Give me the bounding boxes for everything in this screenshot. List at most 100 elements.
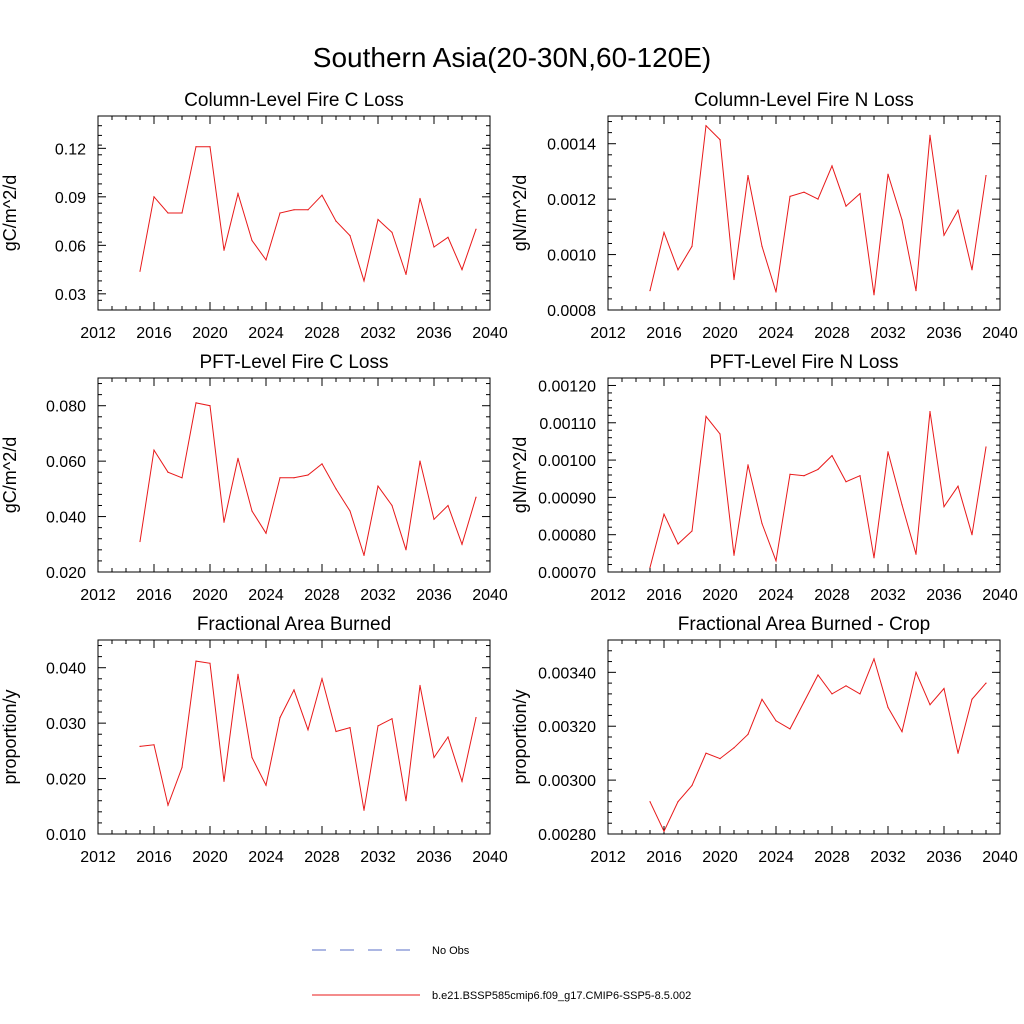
data-point bbox=[943, 234, 945, 236]
data-point bbox=[663, 231, 665, 233]
data-point bbox=[223, 249, 225, 251]
x-tick-label: 2024 bbox=[248, 325, 284, 342]
x-tick-label: 2020 bbox=[192, 849, 228, 866]
data-point bbox=[691, 530, 693, 532]
data-point bbox=[845, 205, 847, 207]
chart-panel-4: 2012 2016 2020 2024 2028 2032 2036 2040 0.00070 0… bbox=[510, 352, 1018, 604]
data-point bbox=[237, 457, 239, 459]
data-point bbox=[223, 780, 225, 782]
data-point bbox=[349, 235, 351, 237]
y-tick-label: 0.00120 bbox=[538, 378, 596, 395]
x-tick-label: 2020 bbox=[192, 587, 228, 604]
data-point bbox=[195, 660, 197, 662]
data-point bbox=[405, 800, 407, 802]
x-tick-label: 2012 bbox=[80, 325, 116, 342]
y-axis-label: proportion/y bbox=[0, 689, 20, 784]
data-point bbox=[293, 477, 295, 479]
data-point bbox=[929, 704, 931, 706]
data-point bbox=[349, 510, 351, 512]
data-point bbox=[761, 698, 763, 700]
series-line bbox=[139, 660, 477, 811]
plot-frame bbox=[607, 377, 1001, 573]
panel-title: Column-Level Fire C Loss bbox=[184, 90, 404, 111]
y-axis-label: gN/m^2/d bbox=[510, 437, 530, 513]
x-tick-label: 2036 bbox=[416, 325, 452, 342]
data-point bbox=[195, 402, 197, 404]
data-point bbox=[377, 218, 379, 221]
data-point bbox=[649, 801, 651, 803]
data-point bbox=[971, 534, 973, 536]
y-axis-label: gC/m^2/d bbox=[0, 175, 20, 251]
data-point bbox=[775, 720, 777, 722]
data-point bbox=[209, 146, 211, 148]
data-point bbox=[293, 689, 295, 691]
data-point bbox=[943, 687, 945, 690]
data-point bbox=[761, 522, 763, 525]
data-point bbox=[307, 209, 309, 211]
y-axis-label: gN/m^2/d bbox=[510, 175, 530, 251]
y-tick-label: 0.020 bbox=[46, 772, 86, 789]
data-point bbox=[831, 693, 833, 695]
data-point bbox=[971, 698, 973, 700]
x-tick-label: 2024 bbox=[248, 849, 284, 866]
data-point bbox=[915, 671, 917, 673]
data-point bbox=[237, 193, 239, 195]
data-point bbox=[405, 549, 407, 551]
chart-panel-1: 2012 2016 2020 2024 2028 2032 2036 2040 0.03 0.06… bbox=[0, 90, 508, 342]
data-point bbox=[957, 209, 959, 211]
data-point bbox=[929, 411, 931, 413]
data-point bbox=[377, 725, 379, 727]
data-point bbox=[985, 446, 987, 448]
series-line bbox=[649, 411, 987, 568]
y-tick-label: 0.040 bbox=[46, 661, 86, 678]
x-tick-label: 2012 bbox=[80, 849, 116, 866]
y-axis-label: proportion/y bbox=[510, 689, 530, 784]
y-tick-label: 0.00070 bbox=[538, 565, 596, 582]
data-point bbox=[649, 566, 651, 569]
x-tick-label: 2028 bbox=[814, 587, 850, 604]
data-point bbox=[887, 451, 889, 453]
data-point bbox=[419, 684, 421, 687]
y-tick-label: 0.03 bbox=[55, 287, 86, 304]
data-point bbox=[747, 464, 749, 466]
data-point bbox=[705, 415, 707, 417]
plot-frame bbox=[97, 115, 491, 311]
data-point bbox=[817, 468, 819, 470]
data-point bbox=[265, 784, 267, 786]
data-point bbox=[223, 521, 225, 523]
y-tick-label: 0.0014 bbox=[547, 137, 596, 154]
data-point bbox=[293, 209, 295, 211]
y-tick-label: 0.00280 bbox=[538, 827, 596, 844]
plot-frame bbox=[607, 639, 1001, 835]
data-point bbox=[363, 554, 365, 557]
data-point bbox=[719, 433, 721, 435]
data-point bbox=[789, 195, 791, 197]
x-tick-label: 2040 bbox=[472, 849, 508, 866]
data-point bbox=[761, 245, 763, 247]
data-point bbox=[887, 173, 889, 175]
y-tick-label: 0.00300 bbox=[538, 773, 596, 790]
data-point bbox=[803, 191, 805, 193]
data-point bbox=[167, 804, 169, 806]
x-tick-label: 2040 bbox=[982, 849, 1018, 866]
x-tick-label: 2040 bbox=[472, 325, 508, 342]
x-tick-label: 2016 bbox=[646, 849, 682, 866]
legend-obs-label: No Obs bbox=[432, 945, 470, 957]
data-point bbox=[733, 278, 735, 281]
data-point bbox=[663, 513, 665, 515]
data-point bbox=[817, 198, 819, 200]
data-point bbox=[775, 560, 777, 562]
data-point bbox=[139, 745, 141, 748]
data-point bbox=[789, 473, 791, 475]
x-tick-label: 2036 bbox=[416, 849, 452, 866]
data-point bbox=[153, 196, 155, 198]
legend-model-label: b.e21.BSSP585cmip6.f09_g17.CMIP6-SSP5-8.… bbox=[432, 990, 691, 1002]
data-point bbox=[391, 231, 393, 233]
data-point bbox=[237, 673, 239, 676]
chart-panel-2: 2012 2016 2020 2024 2028 2032 2036 2040 0.0008 0.… bbox=[510, 90, 1018, 342]
data-point bbox=[691, 784, 693, 787]
x-tick-label: 2016 bbox=[136, 849, 172, 866]
data-point bbox=[251, 239, 253, 242]
data-point bbox=[957, 752, 959, 754]
